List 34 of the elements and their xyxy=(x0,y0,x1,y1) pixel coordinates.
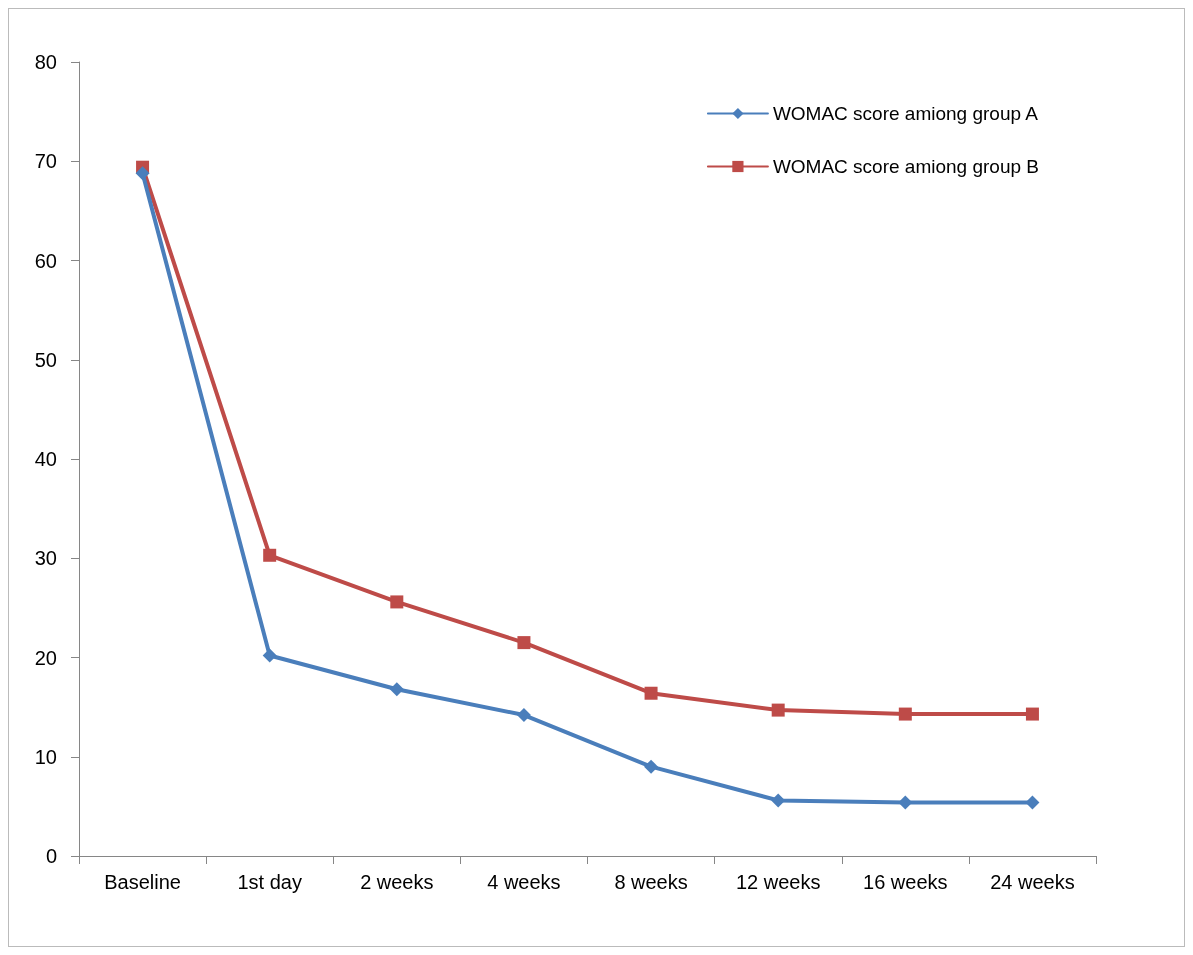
point xyxy=(517,636,531,650)
y-tick-label: 70 xyxy=(34,150,57,173)
x-tick-label: 1st day xyxy=(237,871,302,893)
point xyxy=(644,686,658,700)
point xyxy=(390,595,404,609)
point xyxy=(771,793,786,808)
y-tick-label: 0 xyxy=(45,845,57,867)
x-tick-label: 8 weeks xyxy=(614,871,688,893)
x-tick-label: 16 weeks xyxy=(863,871,948,893)
y-tick-label: 40 xyxy=(34,448,57,470)
y-tick-label: 20 xyxy=(34,646,57,669)
y-tick-label: 80 xyxy=(34,51,57,73)
x-tick-label: 12 weeks xyxy=(735,871,821,893)
point xyxy=(1025,707,1039,721)
point xyxy=(644,759,659,774)
point xyxy=(262,648,277,663)
x-tick-label: 4 weeks xyxy=(487,871,561,893)
point xyxy=(898,795,913,810)
y-tick-label: 10 xyxy=(34,745,57,768)
point xyxy=(263,548,277,562)
y-tick-label: 50 xyxy=(34,348,57,371)
y-tick-label: 60 xyxy=(34,249,57,272)
point xyxy=(516,708,531,723)
x-tick-label: 24 weeks xyxy=(990,871,1075,893)
point xyxy=(771,703,785,717)
point xyxy=(389,682,404,697)
point xyxy=(898,707,912,721)
x-tick-label: Baseline xyxy=(104,871,181,893)
y-tick-label: 30 xyxy=(34,547,57,570)
x-tick-label: 2 weeks xyxy=(360,871,434,893)
point xyxy=(1025,795,1040,810)
legend-label: WOMAC score amiong group B xyxy=(772,156,1039,177)
legend-label: WOMAC score amiong group A xyxy=(772,103,1039,124)
point xyxy=(135,166,150,181)
